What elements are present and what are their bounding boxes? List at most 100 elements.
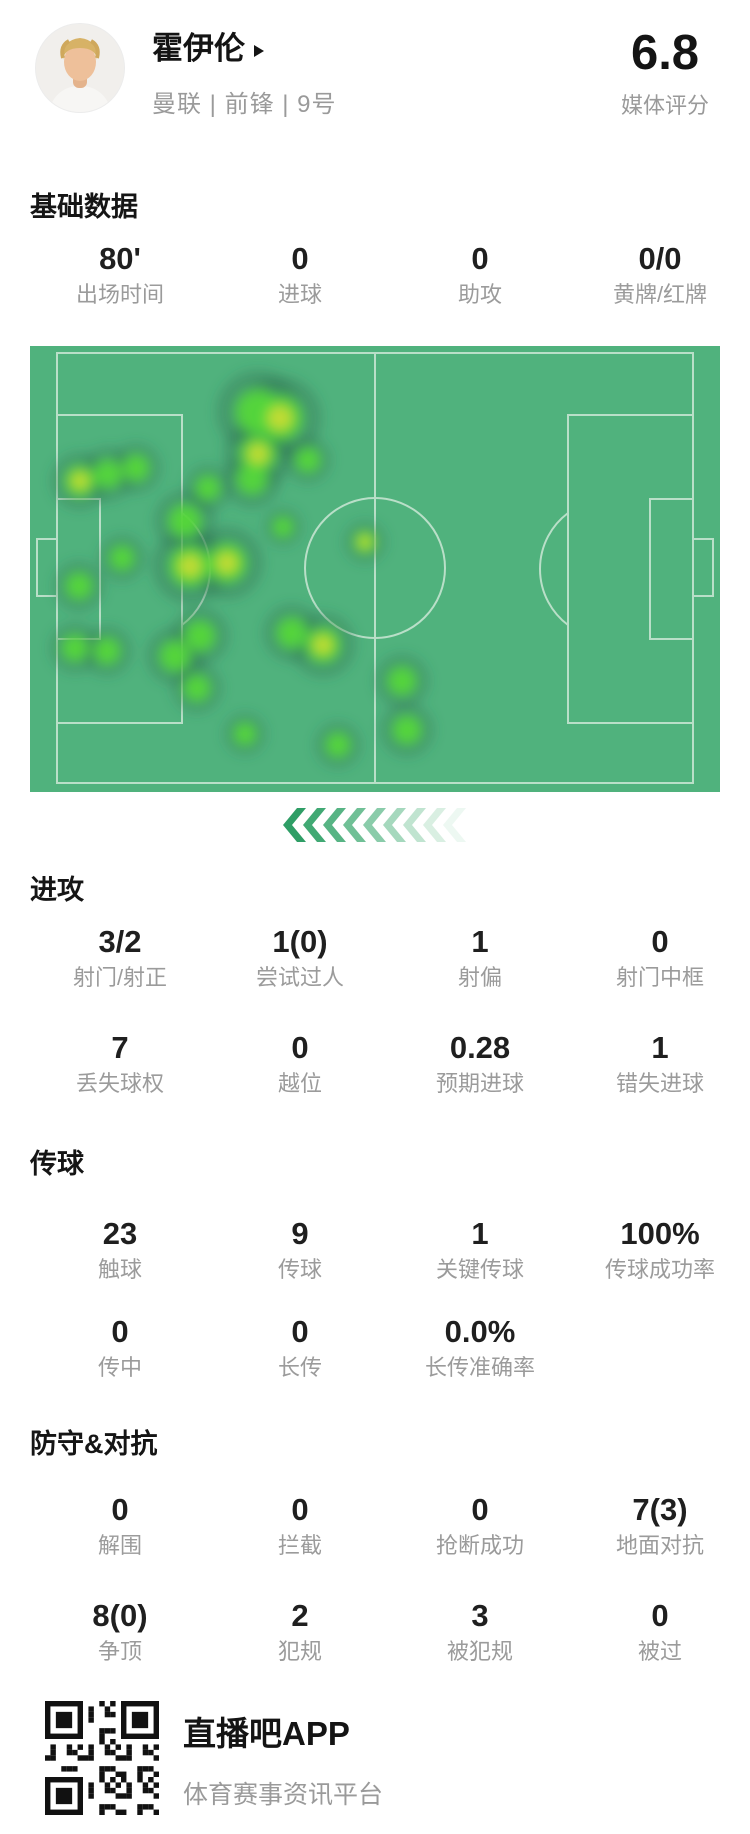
stat-value: 0 [291,1314,309,1349]
app-promo-text: 直播吧APP 体育赛事资讯平台 [183,1701,383,1811]
stat-label: 地面对抗 [615,1533,704,1558]
stat-dribbled-past: 0 被过 [570,1596,750,1666]
basic-stats-grid: 80' 出场时间 0 进球 0 助攻 0/0 黄牌/红牌 [30,239,750,309]
stat-label: 传球 [277,1257,322,1282]
stat-label: 传球成功率 [604,1257,715,1282]
stat-label: 触球 [97,1257,142,1282]
stat-goals: 0 进球 [210,239,390,309]
stat-clearances: 0 解围 [30,1490,210,1560]
stat-aerial-duels: 8(0) 争顶 [30,1596,210,1666]
qr-code-icon [45,1701,159,1815]
stat-label: 出场时间 [75,282,164,307]
stat-value: 0 [651,1598,669,1633]
stat-value: 1 [471,924,489,959]
stat-label: 射门中框 [615,965,704,990]
stat-expected-goals: 0.28 预期进球 [390,1028,570,1098]
stat-fouls: 2 犯规 [210,1596,390,1666]
stat-big-chances-missed: 1 错失进球 [570,1028,750,1098]
attack-stats-grid-row2: 7 丢失球权 0 越位 0.28 预期进球 1 错失进球 [30,1028,750,1098]
stat-value: 0 [291,1030,309,1065]
stat-pass-accuracy: 100% 传球成功率 [570,1214,750,1284]
stat-value: 0 [291,241,309,276]
stat-label: 长传 [277,1355,322,1380]
stat-label: 长传准确率 [424,1355,535,1380]
stat-key-passes: 1 关键传球 [390,1214,570,1284]
stat-label: 射偏 [457,965,502,990]
stat-cards: 0/0 黄牌/红牌 [570,239,750,309]
app-tagline: 体育赛事资讯平台 [183,1781,384,1809]
stat-value: 100% [620,1216,700,1251]
stat-label: 黄牌/红牌 [612,282,708,307]
section-title-defense: 防守&对抗 [30,1429,158,1459]
stat-label: 被过 [637,1639,682,1664]
stat-value: 0 [471,1492,489,1527]
stat-label: 射门/射正 [72,965,168,990]
stat-label: 丢失球权 [75,1071,164,1096]
stat-passes: 9 传球 [210,1214,390,1284]
stat-value: 1(0) [272,924,328,959]
stat-fouled: 3 被犯规 [390,1596,570,1666]
stat-interceptions: 0 拦截 [210,1490,390,1560]
media-rating-label: 媒体评分 [620,93,709,118]
stat-assists: 0 助攻 [390,239,570,309]
stat-touches: 23 触球 [30,1214,210,1284]
stat-offsides: 0 越位 [210,1028,390,1098]
stat-value: 0 [111,1492,129,1527]
player-detail-caret-icon [254,44,264,57]
stat-label: 被犯规 [446,1639,513,1664]
attack-stats-grid-row1: 3/2 射门/射正 1(0) 尝试过人 1 射偏 0 射门中框 [30,922,750,992]
stat-label: 助攻 [457,282,502,307]
stat-value: 0 [651,924,669,959]
stat-label: 争顶 [97,1639,142,1664]
section-title-basic: 基础数据 [30,192,138,222]
media-rating: 6.8 媒体评分 [605,23,725,120]
section-title-attack: 进攻 [30,875,84,905]
app-qr-code [45,1701,159,1815]
stat-label: 关键传球 [435,1257,524,1282]
stat-value: 3/2 [98,924,142,959]
stat-value: 1 [651,1030,669,1065]
stat-dribble-attempts: 1(0) 尝试过人 [210,922,390,992]
stat-label: 尝试过人 [255,965,344,990]
stat-value: 7 [111,1030,129,1065]
stat-minutes-played: 80' 出场时间 [30,239,210,309]
stat-ground-duels: 7(3) 地面对抗 [570,1490,750,1560]
heat-spots [50,370,434,768]
stat-value: 1 [471,1216,489,1251]
player-avatar[interactable] [35,23,125,113]
passing-stats-grid-row1: 23 触球 9 传球 1 关键传球 100% 传球成功率 [30,1214,750,1284]
stat-shots-on-target: 3/2 射门/射正 [30,922,210,992]
stat-value: 0.28 [449,1030,511,1065]
stat-label: 错失进球 [615,1071,704,1096]
player-identity: 霍伊伦 曼联 | 前锋 | 9号 [152,23,605,119]
stat-value: 9 [291,1216,309,1251]
stat-label: 传中 [97,1355,142,1380]
stat-label: 抢断成功 [435,1533,524,1558]
stat-label: 越位 [277,1071,322,1096]
attack-direction-indicator [0,808,750,842]
stat-possession-lost: 7 丢失球权 [30,1028,210,1098]
stat-value: 0 [111,1314,129,1349]
stat-value: 80' [99,241,141,276]
player-name-row[interactable]: 霍伊伦 [152,31,605,67]
stat-value: 0 [291,1492,309,1527]
media-rating-value: 6.8 [630,26,700,80]
football-pitch [30,346,720,792]
stat-value: 0 [471,241,489,276]
passing-stats-grid-row2: 0 传中 0 长传 0.0% 长传准确率 [30,1312,750,1382]
stat-label: 预期进球 [435,1071,524,1096]
stat-tackles-won: 0 抢断成功 [390,1490,570,1560]
stat-long-balls: 0 长传 [210,1312,390,1382]
stat-value: 0.0% [444,1314,516,1349]
defense-stats-grid-row1: 0 解围 0 拦截 0 抢断成功 7(3) 地面对抗 [30,1490,750,1560]
stat-value: 0/0 [638,241,682,276]
stat-label: 犯规 [277,1639,322,1664]
app-name: 直播吧APP [183,1715,350,1752]
position-heatmap [30,346,720,792]
stat-crosses: 0 传中 [30,1312,210,1382]
left-chevrons-icon [282,808,466,842]
player-photo [36,24,124,112]
stat-value: 3 [471,1598,489,1633]
player-team-info: 曼联 | 前锋 | 9号 [152,91,337,118]
